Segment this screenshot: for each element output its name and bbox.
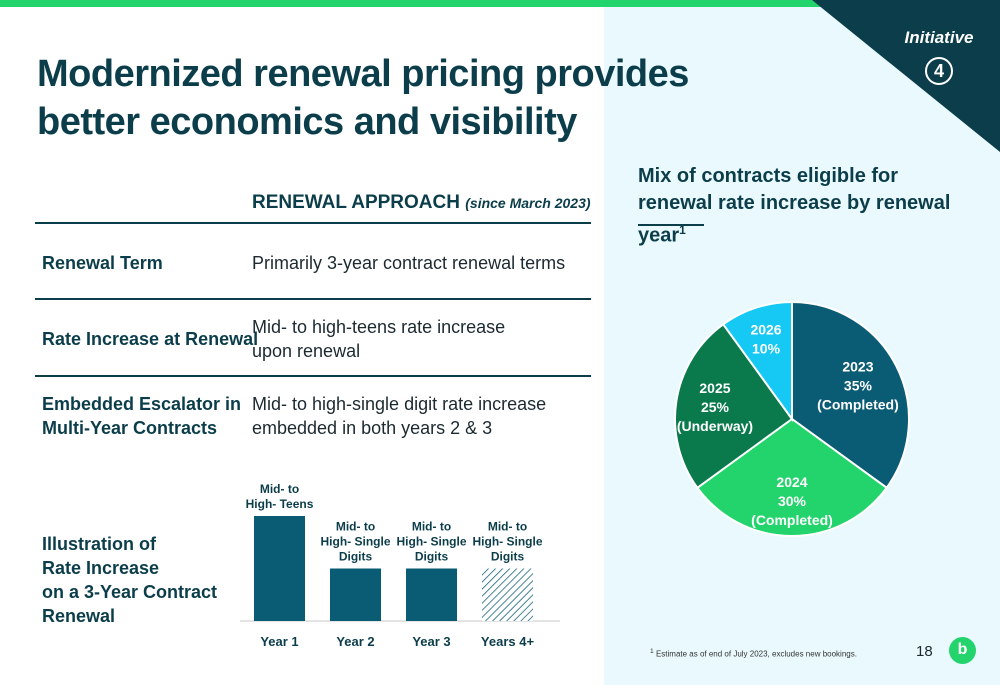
initiative-number-badge: 4 [925, 57, 953, 85]
row-value-line: embedded in both years 2 & 3 [252, 418, 493, 438]
pie-slice-label: 2026 [750, 322, 781, 338]
row-value-line: Mid- to high-single digit rate increase [252, 394, 547, 414]
row-value-rate-increase: Mid- to high-teens rate increase upon re… [252, 315, 505, 363]
renewal-approach-heading: RENEWAL APPROACH (since March 2023) [252, 192, 591, 214]
row-value-line: Primarily 3-year contract renewal terms [252, 253, 566, 273]
bar-value-label: High- Single [397, 535, 467, 549]
pie-slice-label: (Underway) [677, 418, 753, 434]
row-value-renewal-term: Primarily 3-year contract renewal terms [252, 251, 565, 275]
pie-chart-title: Mix of contracts eligible for renewal ra… [638, 163, 978, 250]
renewal-approach-title: RENEWAL APPROACH [252, 192, 460, 213]
pie-slice-2023 [791, 300, 910, 490]
pie-slice-label: 10% [752, 341, 781, 357]
pie-slice-2026 [721, 300, 793, 423]
bar-2 [330, 568, 381, 621]
bar-value-label: Digits [491, 550, 525, 564]
row-label-line: Rate Increase at Renewal [42, 329, 259, 349]
row-value-embedded-escalator: Mid- to high-single digit rate increase … [252, 392, 546, 440]
row-label-rate-increase: Rate Increase at Renewal [42, 327, 258, 351]
bar-1 [254, 516, 305, 621]
bar-4 [482, 568, 533, 621]
row-label-embedded-escalator: Embedded Escalator in Multi-Year Contrac… [42, 392, 241, 440]
illustration-label: Illustration of Rate Increase on a 3-Yea… [42, 532, 242, 628]
table-divider [35, 298, 591, 300]
pie-slice-2024 [695, 417, 889, 537]
page-title: Modernized renewal pricing provides bett… [37, 53, 689, 143]
row-value-line: Mid- to high-teens rate increase [252, 317, 506, 337]
pie-slice-label: 2025 [699, 380, 730, 396]
pie-slice-2025 [674, 322, 794, 490]
bar-value-label: High- Single [473, 535, 543, 549]
footnote-mark: 1 [650, 648, 654, 655]
page-number: 18 [916, 643, 933, 660]
bar-category-label: Year 3 [412, 634, 450, 649]
top-accent-bar [0, 0, 1000, 7]
bar-category-label: Years 4+ [481, 634, 535, 649]
pie-slice-label: 35% [844, 377, 873, 393]
brand-logo-icon: b [949, 637, 976, 664]
pie-title-underline [638, 224, 704, 226]
row-value-line: upon renewal [252, 341, 361, 361]
pie-slice-label: 2024 [776, 474, 807, 490]
pie-slice-label: 30% [778, 493, 807, 509]
illustration-label-line: Illustration of [42, 534, 156, 554]
initiative-label: Initiative [904, 28, 974, 47]
bar-value-label: High- Single [321, 535, 391, 549]
pie-slice-label: 25% [701, 399, 730, 415]
bar-value-label: Digits [415, 550, 449, 564]
bar-3 [406, 568, 457, 621]
table-divider [35, 375, 591, 377]
pie-slice-label: (Completed) [817, 396, 899, 412]
table-divider [35, 222, 591, 224]
renewal-mix-pie-chart: 2023 35% (Completed) 2024 30% (Completed) 2025… [674, 300, 910, 537]
footnote-text: Estimate as of end of July 2023, exclude… [655, 649, 857, 659]
row-label-line: Embedded Escalator in [42, 394, 242, 414]
renewal-approach-note: (since March 2023) [465, 195, 591, 211]
row-label-line: Multi-Year Contracts [42, 418, 218, 438]
bar-value-label: Mid- to [488, 520, 527, 534]
illustration-label-line: Renewal [42, 606, 116, 626]
row-label-renewal-term: Renewal Term [42, 251, 163, 275]
bar-value-label: Mid- to [412, 520, 451, 534]
illustration-label-line: on a 3-Year Contract [42, 582, 218, 602]
bar-value-label: High- Teens [246, 497, 314, 511]
pie-chart-title-footnote-mark: 1 [679, 223, 686, 237]
bar-value-label: Digits [339, 550, 373, 564]
bar-value-label: Mid- to [260, 482, 299, 496]
illustration-label-line: Rate Increase [42, 558, 160, 578]
bar-category-label: Year 2 [336, 634, 374, 649]
bar-category-label: Year 1 [260, 634, 298, 649]
row-label-line: Renewal Term [42, 253, 163, 273]
pie-slice-label: (Completed) [751, 512, 833, 528]
pie-chart-title-text: Mix of contracts eligible for renewal ra… [638, 165, 951, 247]
pie-slice-label: 2023 [842, 358, 873, 374]
footnote: 1 Estimate as of end of July 2023, exclu… [650, 648, 857, 659]
bar-value-label: Mid- to [336, 520, 375, 534]
